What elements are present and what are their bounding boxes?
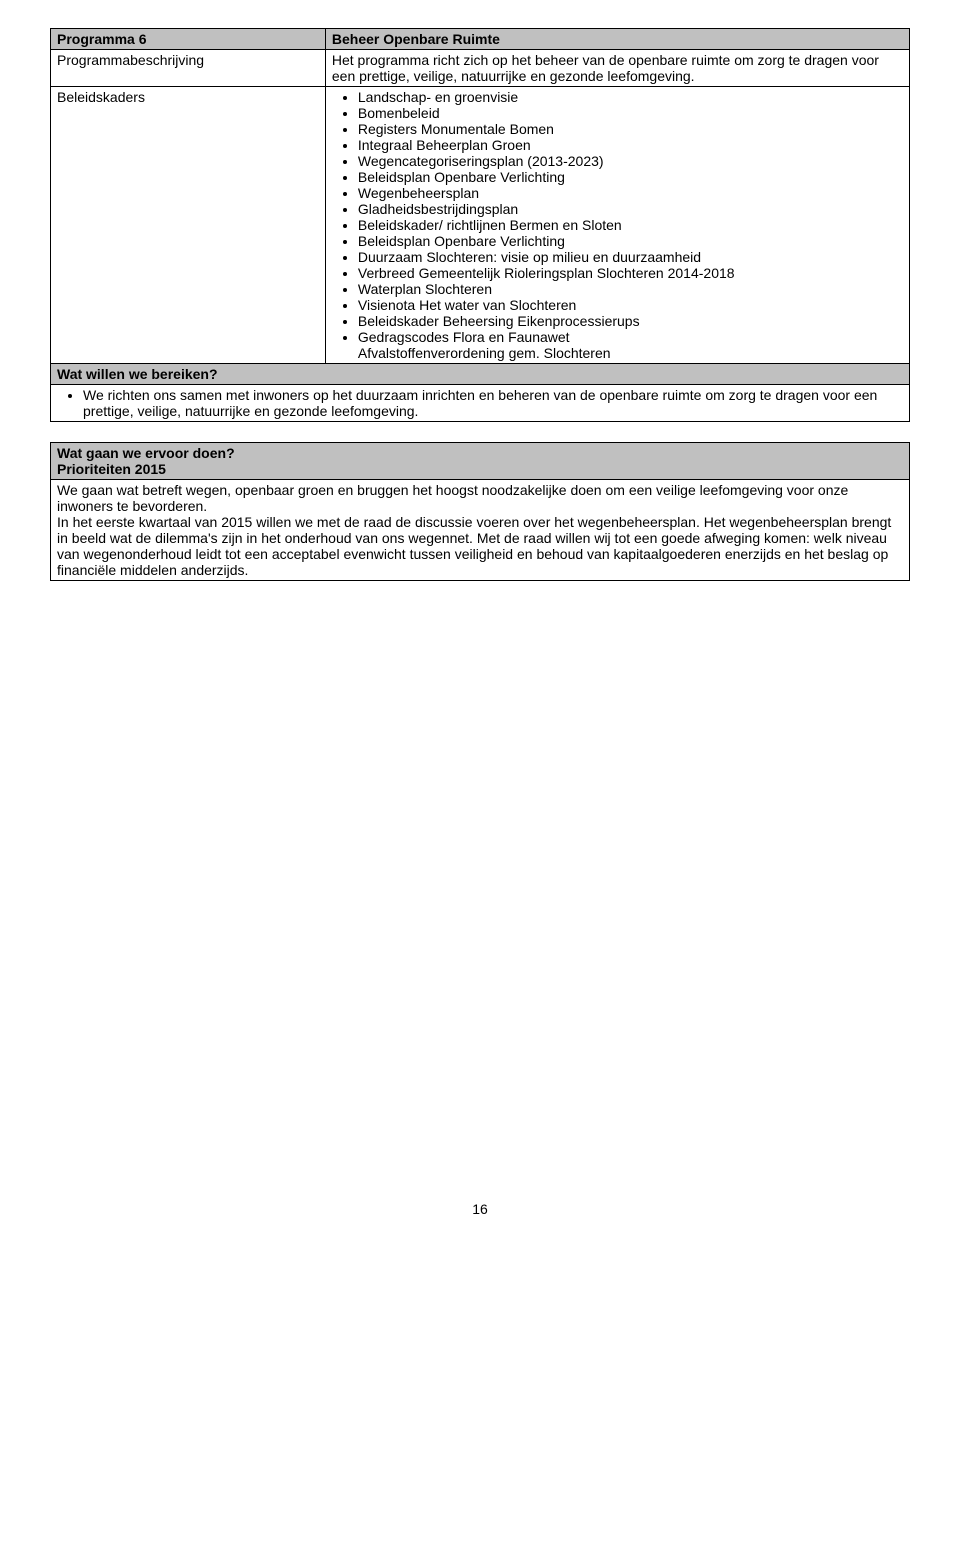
- policy-frameworks-item: Duurzaam Slochteren: visie op milieu en …: [358, 249, 903, 265]
- goals-header: Wat willen we bereiken?: [51, 364, 910, 385]
- policy-frameworks-item: Gladheidsbestrijdingsplan: [358, 201, 903, 217]
- policy-frameworks-item: Beleidsplan Openbare Verlichting: [358, 233, 903, 249]
- page-number: 16: [50, 1201, 910, 1217]
- policy-frameworks-item: Gedragscodes Flora en Faunawet: [358, 329, 903, 345]
- program-description-label: Programmabeschrijving: [51, 50, 326, 87]
- policy-frameworks-item: Wegencategoriseringsplan (2013-2023): [358, 153, 903, 169]
- policy-frameworks-item: Beleidskader Beheersing Eikenprocessieru…: [358, 313, 903, 329]
- policy-frameworks-cell: Landschap- en groenvisieBomenbeleidRegis…: [325, 87, 909, 364]
- policy-frameworks-label: Beleidskaders: [51, 87, 326, 364]
- policy-frameworks-item: Visienota Het water van Slochteren: [358, 297, 903, 313]
- goals-body: We richten ons samen met inwoners op het…: [51, 385, 910, 422]
- goals-list: We richten ons samen met inwoners op het…: [57, 387, 903, 419]
- policy-frameworks-tail: Afvalstoffenverordening gem. Slochteren: [332, 345, 903, 361]
- program-table: Programma 6 Beheer Openbare Ruimte Progr…: [50, 28, 910, 422]
- policy-frameworks-item: Wegenbeheersplan: [358, 185, 903, 201]
- policy-frameworks-item: Bomenbeleid: [358, 105, 903, 121]
- policy-frameworks-item: Beleidskader/ richtlijnen Bermen en Slot…: [358, 217, 903, 233]
- actions-body: We gaan wat betreft wegen, openbaar groe…: [50, 480, 910, 581]
- policy-frameworks-item: Beleidsplan Openbare Verlichting: [358, 169, 903, 185]
- actions-title: Wat gaan we ervoor doen?: [57, 445, 903, 461]
- actions-section: Wat gaan we ervoor doen? Prioriteiten 20…: [50, 442, 910, 581]
- policy-frameworks-item: Registers Monumentale Bomen: [358, 121, 903, 137]
- policy-frameworks-item: Waterplan Slochteren: [358, 281, 903, 297]
- program-title: Beheer Openbare Ruimte: [325, 29, 909, 50]
- policy-frameworks-item: Verbreed Gemeentelijk Rioleringsplan Slo…: [358, 265, 903, 281]
- policy-frameworks-item: Landschap- en groenvisie: [358, 89, 903, 105]
- policy-frameworks-item: Integraal Beheerplan Groen: [358, 137, 903, 153]
- priorities-subtitle: Prioriteiten 2015: [57, 461, 903, 477]
- policy-frameworks-list: Landschap- en groenvisieBomenbeleidRegis…: [332, 89, 903, 345]
- program-id-label: Programma 6: [51, 29, 326, 50]
- program-description-text: Het programma richt zich op het beheer v…: [325, 50, 909, 87]
- actions-section-header: Wat gaan we ervoor doen? Prioriteiten 20…: [50, 442, 910, 480]
- goals-item: We richten ons samen met inwoners op het…: [83, 387, 903, 419]
